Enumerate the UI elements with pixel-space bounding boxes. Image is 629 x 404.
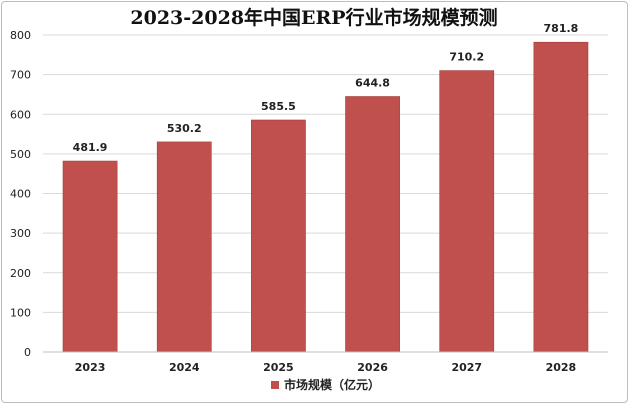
data-label: 530.2	[167, 122, 202, 135]
legend-swatch	[271, 381, 279, 389]
y-tick-label: 600	[10, 108, 31, 121]
data-label: 481.9	[73, 141, 108, 154]
bars	[62, 41, 589, 353]
data-label: 781.8	[544, 22, 579, 35]
x-tick-label: 2023	[75, 361, 106, 374]
y-tick-label: 100	[10, 306, 31, 319]
bar	[62, 160, 118, 353]
y-tick-label: 300	[10, 227, 31, 240]
bar	[251, 119, 306, 353]
bar	[156, 141, 212, 353]
bar	[439, 70, 495, 353]
legend: 市场规模（亿元）	[271, 377, 380, 392]
y-tick-label: 400	[10, 188, 31, 201]
y-tick-label: 200	[10, 267, 31, 280]
x-tick-label: 2026	[357, 361, 388, 374]
data-label: 710.2	[449, 51, 484, 64]
chart-title: 2023-2028年中国ERP行业市场规模预测	[130, 6, 497, 29]
data-label: 644.8	[355, 76, 390, 89]
bar	[533, 41, 589, 353]
legend-label: 市场规模（亿元）	[284, 377, 380, 392]
y-tick-label: 500	[10, 148, 31, 161]
y-axis-ticks: 0 100 200 300 400 500 600 700 800	[10, 29, 31, 359]
data-label: 585.5	[261, 100, 296, 113]
x-tick-label: 2025	[263, 361, 294, 374]
x-tick-label: 2027	[451, 361, 482, 374]
y-tick-label: 700	[10, 69, 31, 82]
y-tick-label: 0	[24, 346, 31, 359]
x-tick-label: 2024	[169, 361, 200, 374]
data-labels: 481.9 530.2 585.5 644.8 710.2 781.8	[73, 22, 579, 154]
gridlines	[43, 34, 608, 313]
y-tick-label: 800	[10, 29, 31, 42]
x-tick-label: 2028	[546, 361, 577, 374]
bar	[345, 96, 400, 353]
x-axis-ticks: 2023 2024 2025 2026 2027 2028	[75, 361, 576, 374]
